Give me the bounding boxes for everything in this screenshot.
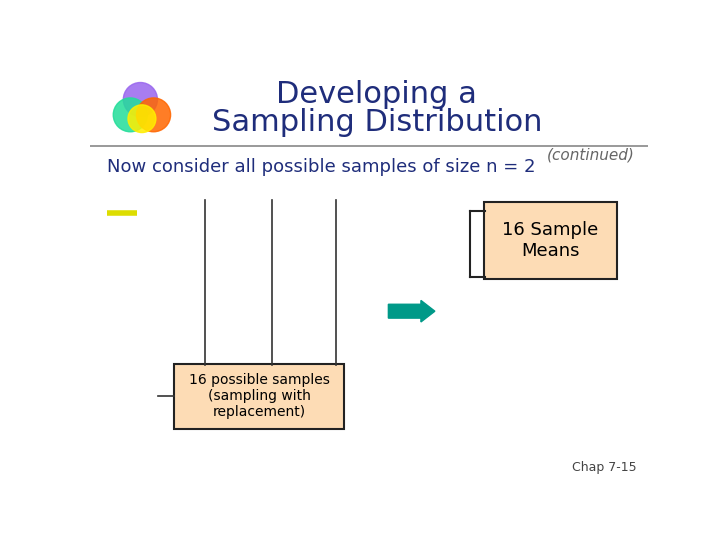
Circle shape bbox=[128, 105, 156, 132]
Text: Now consider all possible samples of size n = 2: Now consider all possible samples of siz… bbox=[107, 158, 536, 176]
Text: Developing a: Developing a bbox=[276, 79, 477, 109]
Circle shape bbox=[123, 83, 158, 117]
FancyBboxPatch shape bbox=[174, 363, 344, 429]
FancyArrow shape bbox=[388, 300, 435, 322]
Text: 16 possible samples
(sampling with
replacement): 16 possible samples (sampling with repla… bbox=[189, 373, 329, 419]
Text: (continued): (continued) bbox=[547, 148, 635, 163]
Text: Sampling Distribution: Sampling Distribution bbox=[212, 108, 542, 137]
FancyBboxPatch shape bbox=[484, 202, 617, 279]
Circle shape bbox=[113, 98, 148, 132]
Text: Chap 7-15: Chap 7-15 bbox=[572, 462, 636, 475]
Circle shape bbox=[137, 98, 171, 132]
Text: 16 Sample
Means: 16 Sample Means bbox=[503, 221, 598, 260]
